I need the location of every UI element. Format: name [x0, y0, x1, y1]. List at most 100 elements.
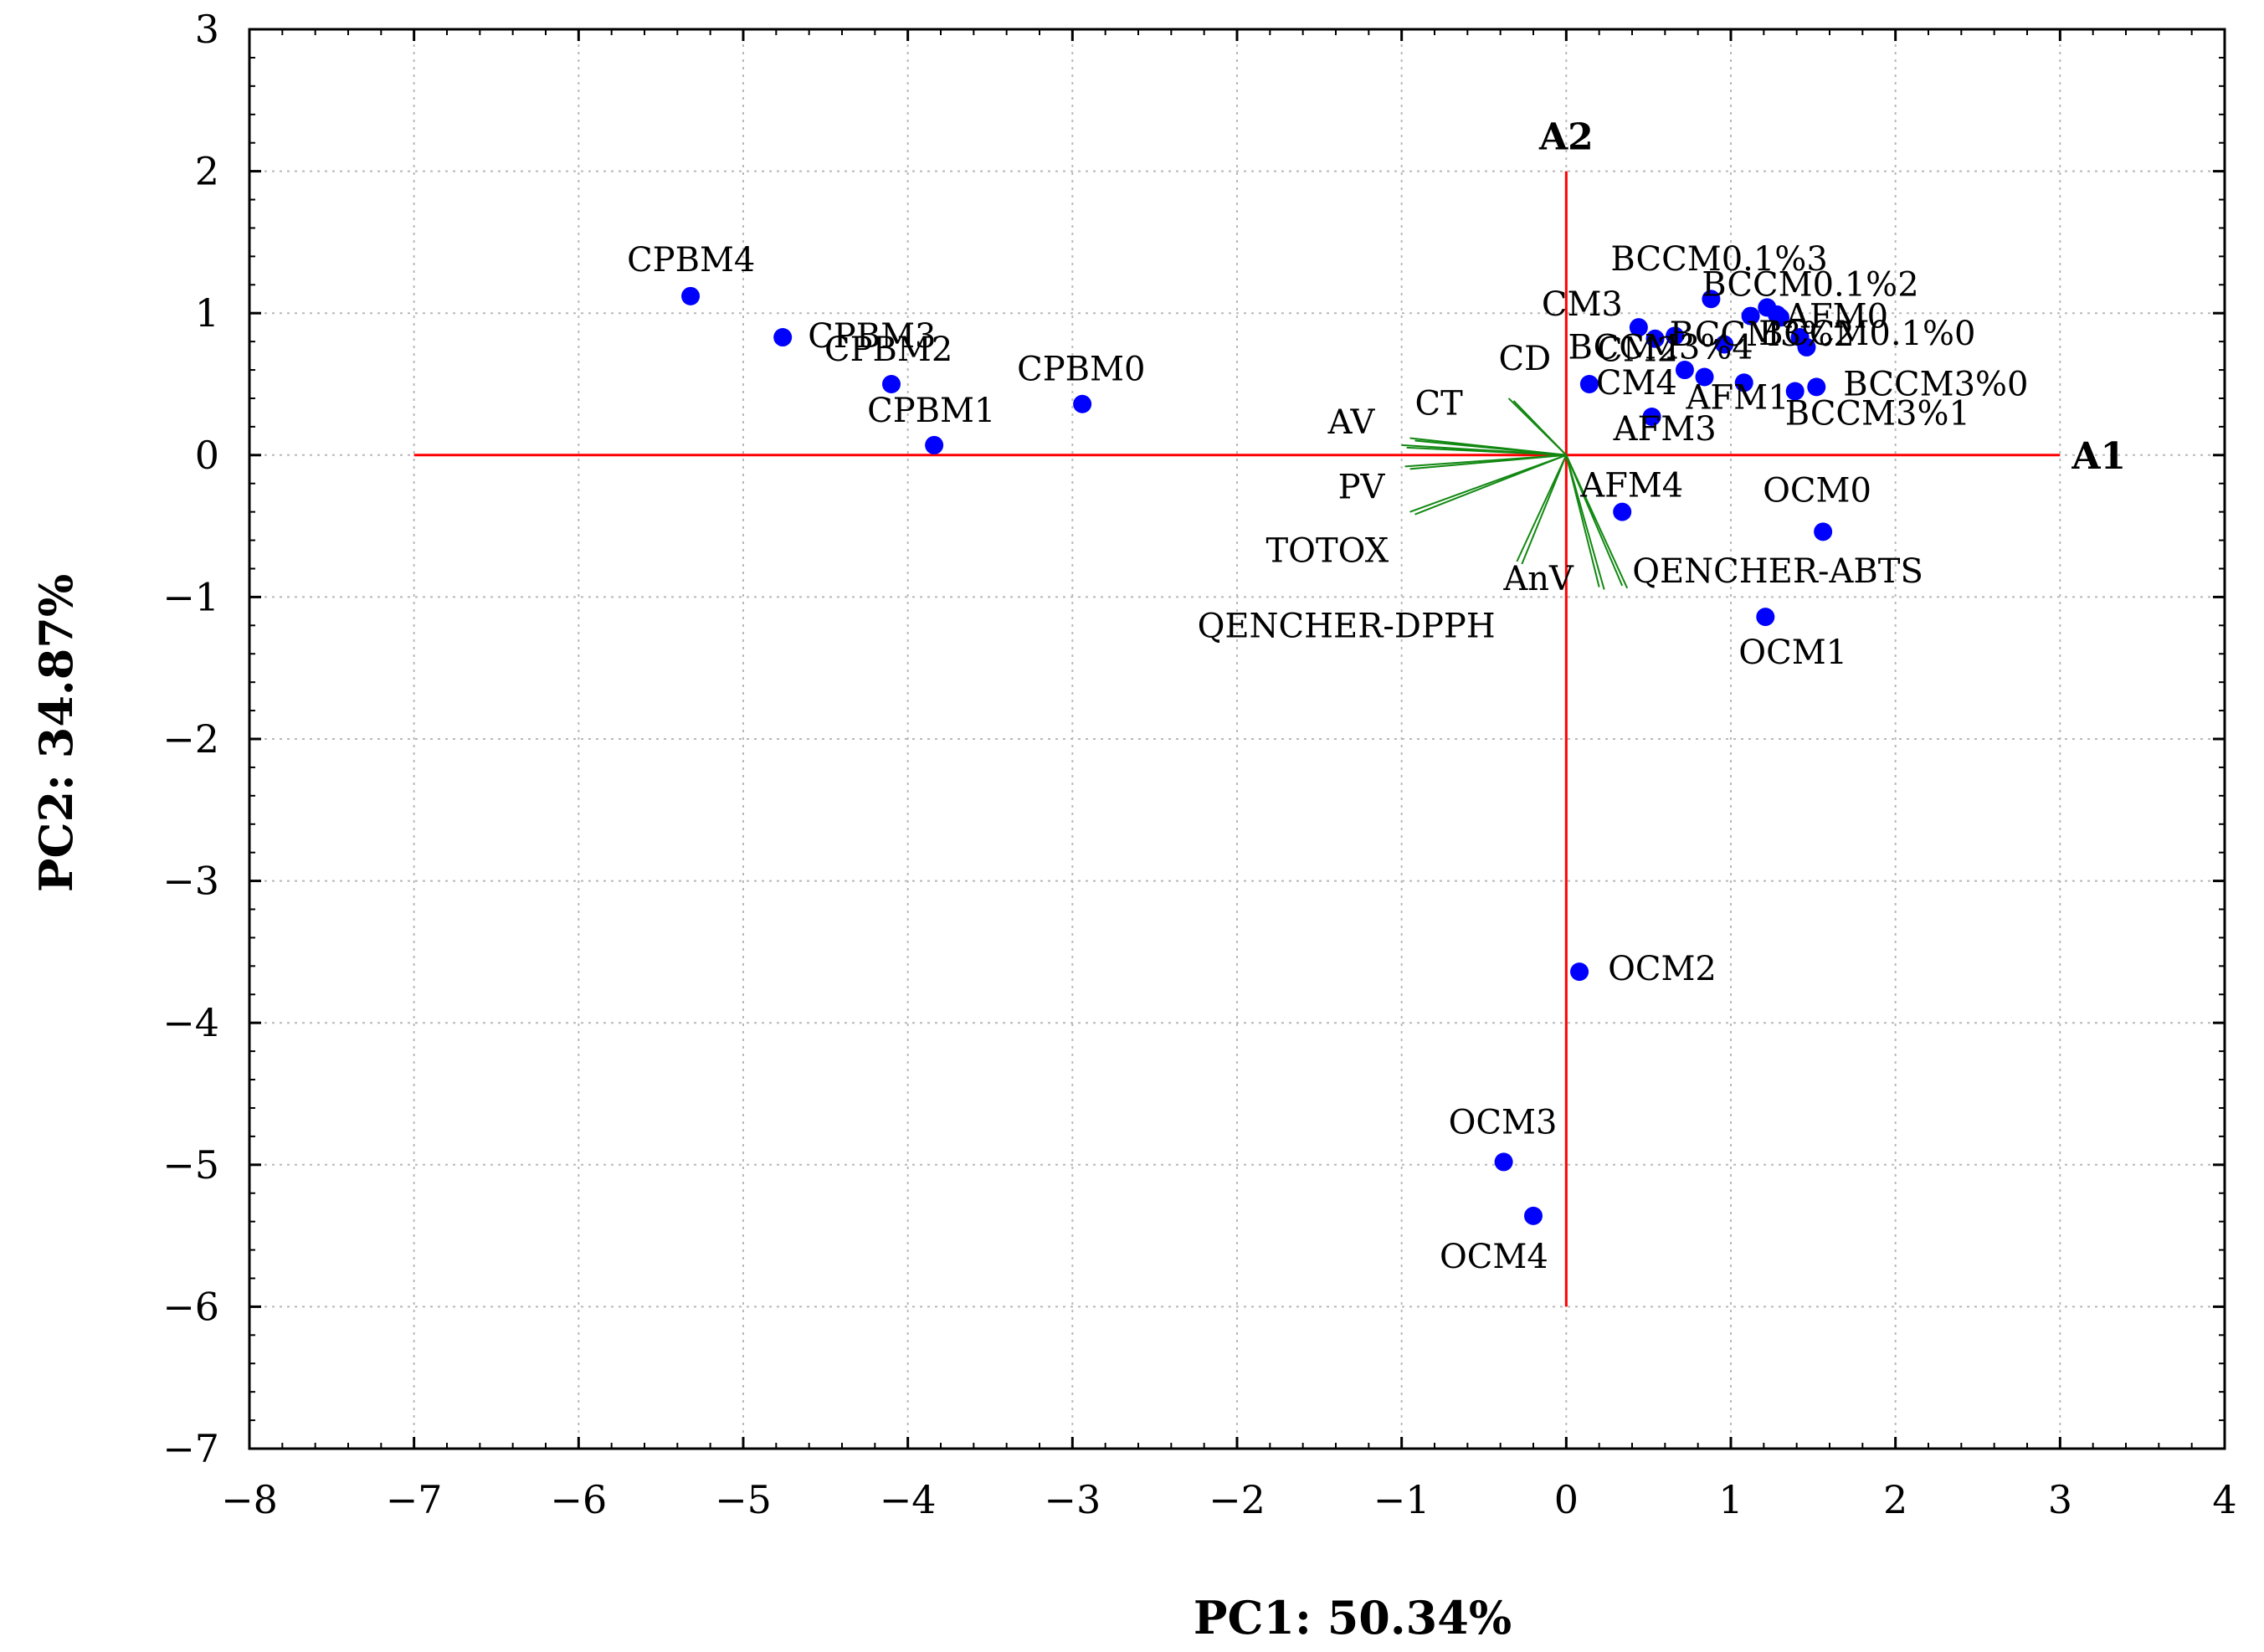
- loading-label-qencher-dpph: QENCHER-DPPH: [1198, 608, 1496, 646]
- score-point: [1756, 608, 1775, 627]
- y-axis-title: PC2: 34.87%: [29, 574, 83, 892]
- loading-label-totox: TOTOX: [1266, 532, 1389, 571]
- score-point: [1666, 326, 1685, 346]
- score-point-label: OCM4: [1440, 1238, 1548, 1276]
- y-tick-label: −4: [162, 1000, 219, 1045]
- loading-vector-shadow-qencher-dpph: [1565, 454, 1605, 590]
- score-point: [681, 286, 701, 305]
- loading-label-cd: CD: [1499, 340, 1552, 378]
- score-point: [1734, 373, 1753, 392]
- loading-vector-shadow-qencher-abts: [1565, 454, 1629, 589]
- x-tick-label: 1: [1718, 1477, 1743, 1522]
- x-tick-label: −3: [1044, 1477, 1101, 1522]
- score-point: [1715, 335, 1734, 354]
- score-point: [1645, 329, 1665, 348]
- score-point: [882, 375, 901, 393]
- x-tick-label: −7: [386, 1477, 443, 1522]
- score-point: [1675, 361, 1694, 380]
- y-tick-label: −5: [162, 1142, 219, 1188]
- y-tick-label: 1: [195, 290, 219, 336]
- score-point: [1579, 375, 1599, 393]
- x-tick-label: 4: [2212, 1477, 2236, 1522]
- reference-axes: A1 A2: [413, 116, 2126, 1307]
- y-tick-label: 2: [195, 149, 219, 194]
- score-point: [925, 435, 944, 454]
- score-point-label: CPBM1: [867, 392, 995, 430]
- y-tick-label: −1: [162, 574, 219, 619]
- score-point-label: AFM4: [1579, 467, 1683, 505]
- score-point-label: CM4: [1596, 364, 1677, 403]
- loading-vector-shadow-anv: [1521, 454, 1568, 565]
- y-tick-label: 3: [195, 7, 219, 52]
- x-axis-title: PC1: 50.34%: [1194, 1591, 1512, 1644]
- x-tick-label: 2: [1883, 1477, 1907, 1522]
- score-point: [1524, 1206, 1543, 1225]
- score-point: [1814, 522, 1833, 541]
- score-point: [1807, 377, 1826, 397]
- score-point: [1741, 306, 1760, 326]
- score-point-label: BCCM0.1%0: [1758, 315, 1975, 353]
- y-axis-tick-labels: −7 −6 −5 −4 −3 −2 −1 0 1 2 3: [162, 7, 219, 1471]
- reference-axis-label-a1: A1: [2071, 435, 2126, 478]
- score-point-label: BCCM0.1%3: [1610, 240, 1827, 279]
- x-tick-label: −2: [1209, 1477, 1265, 1522]
- x-tick-label: 0: [1554, 1477, 1579, 1522]
- score-point-label: OCM1: [1738, 634, 1847, 672]
- score-point-label: BCCM3%2: [1670, 316, 1855, 354]
- y-tick-label: −6: [162, 1284, 219, 1329]
- score-point-label: OCM0: [1763, 471, 1871, 510]
- score-point-label: AFM0: [1784, 297, 1888, 336]
- plot-frame: [248, 28, 2226, 1450]
- x-axis-tick-labels: −8 −7 −6 −5 −4 −3 −2 −1 0 1 2 3 4: [221, 1477, 2237, 1522]
- score-point-label: CPBM3: [808, 317, 936, 356]
- score-point-label: OCM3: [1449, 1103, 1558, 1142]
- loading-vector-shadow-totox: [1414, 454, 1567, 516]
- score-point-label: CM3: [1542, 285, 1623, 324]
- loading-label-ct: CT: [1415, 384, 1464, 423]
- x-tick-label: −1: [1373, 1477, 1430, 1522]
- score-point-label: CPBM0: [1017, 351, 1145, 389]
- y-tick-label: −7: [162, 1426, 219, 1471]
- score-point-label: AFM3: [1613, 410, 1717, 449]
- score-point: [1768, 305, 1787, 324]
- score-point-label: CM2: [1597, 331, 1678, 370]
- loading-vector-shadow-cd: [1512, 400, 1568, 456]
- score-point: [1797, 337, 1816, 357]
- score-point-label: CPBM2: [824, 331, 952, 369]
- y-tick-label: −3: [162, 859, 219, 904]
- score-point: [1494, 1152, 1513, 1172]
- score-point-label: BCCM3%4: [1568, 329, 1753, 367]
- loading-label-anv: AnV: [1502, 560, 1574, 598]
- score-point-label: OCM2: [1608, 950, 1717, 988]
- score-point: [1642, 408, 1661, 427]
- y-tick-label: 0: [195, 433, 219, 478]
- y-tick-label: −2: [162, 716, 219, 762]
- score-point: [1702, 290, 1721, 309]
- score-point: [773, 328, 793, 347]
- reference-axis-label-a2: A2: [1538, 116, 1594, 159]
- score-point: [1073, 394, 1092, 413]
- loading-vector-anv: [1516, 454, 1568, 562]
- loading-label-av: AV: [1327, 403, 1376, 442]
- score-point-label: BCCM3%1: [1785, 394, 1970, 433]
- x-tick-label: −4: [880, 1477, 937, 1522]
- loading-vector-shadow-ct: [1414, 439, 1567, 456]
- score-point-label: AFM1: [1686, 379, 1789, 418]
- score-point: [1629, 318, 1648, 337]
- x-tick-label: −8: [221, 1477, 278, 1522]
- score-point-label: CPBM4: [627, 241, 755, 280]
- x-tick-label: −5: [715, 1477, 772, 1522]
- x-tick-label: −6: [550, 1477, 607, 1522]
- loading-vector-shadow-av: [1406, 446, 1567, 456]
- loading-label-pv: PV: [1338, 468, 1386, 506]
- loading-vector-shadow-pv: [1409, 454, 1567, 470]
- score-point: [1785, 382, 1805, 401]
- score-point-label: BCCM0.1%2: [1702, 265, 1918, 304]
- score-point: [1613, 502, 1632, 521]
- score-point-label: BCCM3%0: [1843, 365, 2028, 403]
- score-point: [1695, 367, 1714, 387]
